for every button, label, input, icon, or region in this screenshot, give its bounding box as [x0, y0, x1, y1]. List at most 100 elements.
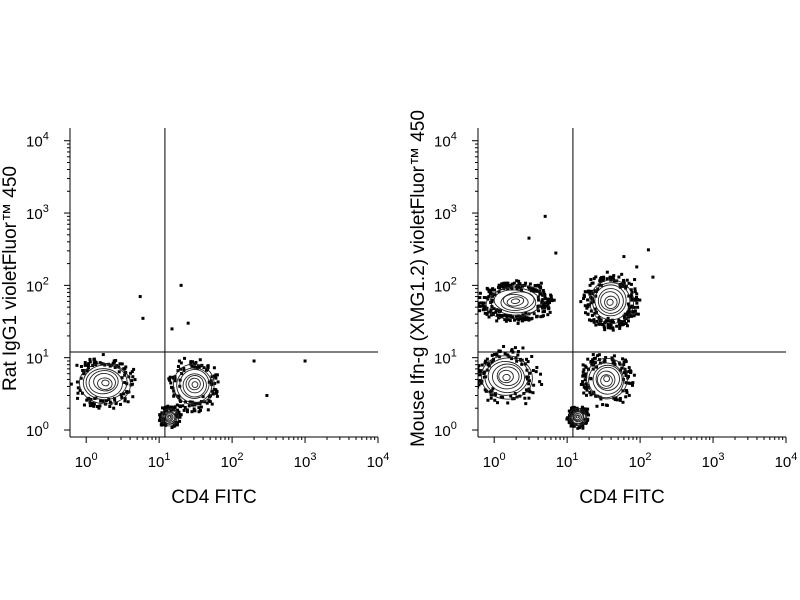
event-dot: [194, 365, 198, 369]
contour-line: [596, 370, 616, 389]
event-dot: [490, 305, 494, 309]
event-dot: [583, 417, 587, 421]
event-dot: [516, 353, 520, 357]
event-dot: [525, 375, 529, 379]
event-dot: [172, 389, 176, 393]
contour-line: [575, 415, 580, 419]
event-dot: [520, 362, 524, 366]
contour-line: [493, 289, 537, 314]
outlier-dot: [170, 327, 174, 331]
event-dot: [535, 365, 539, 369]
event-dot: [598, 279, 602, 283]
event-dot: [618, 285, 622, 289]
event-dot: [118, 362, 122, 366]
event-dot: [190, 403, 194, 407]
event-dot: [509, 349, 513, 353]
event-dot: [500, 282, 504, 286]
event-dot: [576, 408, 580, 412]
event-dot: [165, 409, 169, 413]
contour-line: [594, 284, 627, 317]
event-dot: [621, 284, 625, 288]
event-dot: [87, 362, 91, 366]
event-dot: [613, 363, 617, 367]
event-dot: [612, 279, 616, 283]
x-tick-label: 104: [367, 451, 390, 471]
event-dot: [119, 393, 123, 397]
event-dot: [632, 305, 636, 309]
event-dot: [486, 287, 490, 291]
event-dot: [208, 400, 212, 404]
event-dot: [482, 301, 486, 305]
event-dot: [510, 315, 514, 319]
event-dot: [88, 357, 92, 361]
event-dot: [86, 364, 90, 368]
event-dot: [576, 426, 580, 430]
event-dot: [626, 381, 630, 385]
event-dot: [524, 311, 528, 315]
contour-line: [586, 357, 628, 400]
event-dot: [93, 359, 97, 363]
event-dot: [597, 322, 601, 326]
event-dot: [515, 359, 519, 363]
event-dot: [601, 322, 605, 326]
event-dot: [205, 368, 209, 372]
event-dot: [79, 364, 83, 368]
event-dot: [130, 379, 134, 383]
event-dot: [510, 282, 514, 286]
event-dot: [108, 364, 112, 368]
event-dot: [89, 397, 93, 401]
event-dot: [492, 352, 496, 356]
event-dot: [516, 321, 520, 325]
event-dot: [492, 357, 496, 361]
event-dot: [597, 353, 601, 357]
event-dot: [579, 300, 583, 304]
event-dot: [622, 360, 626, 364]
event-dot: [550, 299, 554, 303]
event-dot: [193, 401, 197, 405]
event-dot: [176, 369, 180, 373]
event-dot: [210, 375, 214, 379]
event-dot: [592, 356, 596, 360]
event-dot: [125, 390, 129, 394]
event-dot: [174, 421, 178, 425]
event-dot: [606, 322, 610, 326]
event-dot: [594, 394, 598, 398]
event-dot: [190, 364, 194, 368]
event-dot: [489, 396, 493, 400]
contour-line: [595, 366, 620, 391]
event-dot: [122, 367, 126, 371]
event-dot: [160, 411, 164, 415]
event-dot: [604, 403, 608, 407]
event-dot: [536, 283, 540, 287]
event-dot: [587, 318, 591, 322]
event-dot: [627, 308, 631, 312]
outlier-dot: [303, 359, 307, 363]
event-dot: [504, 319, 508, 323]
y-tick-label: 101: [26, 348, 49, 368]
event-dot: [133, 378, 137, 382]
event-dot: [622, 371, 626, 375]
contour-line: [185, 375, 204, 394]
event-dot: [601, 279, 605, 283]
event-dot: [581, 380, 585, 384]
event-dot: [508, 314, 512, 318]
event-dot: [612, 274, 616, 278]
contour-line: [79, 362, 131, 405]
event-dot: [627, 281, 631, 285]
event-dot: [521, 315, 525, 319]
event-dot: [599, 318, 603, 322]
event-dot: [525, 357, 529, 361]
event-dot: [550, 297, 554, 301]
event-dot: [632, 314, 636, 318]
contour-line: [182, 373, 207, 398]
event-dot: [549, 294, 553, 298]
outlier-dot: [265, 393, 269, 397]
event-dot: [178, 398, 182, 402]
event-dot: [627, 310, 631, 314]
event-dot: [627, 369, 631, 373]
event-dot: [206, 364, 210, 368]
event-dot: [489, 290, 493, 294]
event-dot: [589, 377, 593, 381]
outlier-dot: [646, 248, 650, 252]
